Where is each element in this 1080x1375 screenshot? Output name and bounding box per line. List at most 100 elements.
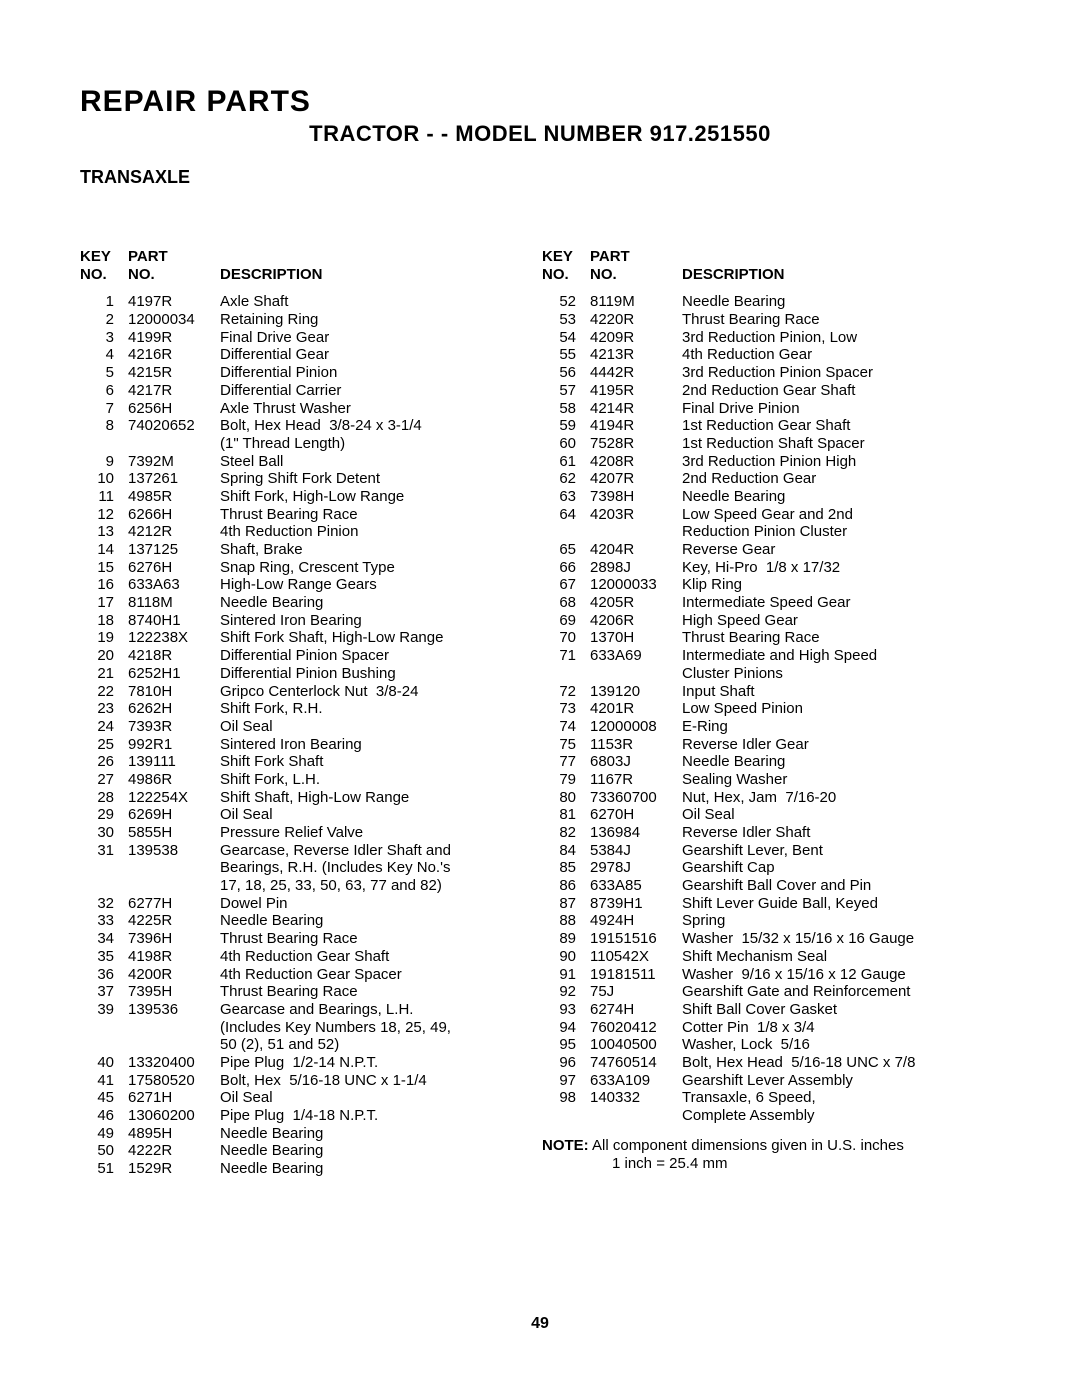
part-no: 4199R (128, 329, 220, 347)
table-row: 178118MNeedle Bearing (80, 594, 538, 612)
key-no: 37 (80, 983, 128, 1001)
description: Klip Ring (682, 576, 1000, 594)
table-row: 82136984Reverse Idler Shaft (542, 824, 1000, 842)
table-row: 534220RThrust Bearing Race (542, 311, 1000, 329)
key-no: 52 (542, 293, 590, 311)
col-header-key: KEY NO. (80, 248, 128, 283)
key-no: 28 (80, 789, 128, 807)
table-row: 114985RShift Fork, High-Low Range (80, 488, 538, 506)
table-row: 4117580520Bolt, Hex 5/16-18 UNC x 1-1/4 (80, 1072, 538, 1090)
col-header-part: PART NO. (590, 248, 682, 283)
table-row: 874020652Bolt, Hex Head 3/8-24 x 3-1/4 (… (80, 417, 538, 452)
right-rows: 528119MNeedle Bearing534220RThrust Beari… (542, 293, 1000, 1124)
part-no: 4200R (128, 966, 220, 984)
part-no: 6803J (590, 753, 682, 771)
key-no: 82 (542, 824, 590, 842)
table-row: 71633A69Intermediate and High Speed Clus… (542, 647, 1000, 682)
description: Gearshift Lever Assembly (682, 1072, 1000, 1090)
key-no: 55 (542, 346, 590, 364)
description: Bolt, Hex 5/16-18 UNC x 1-1/4 (220, 1072, 538, 1090)
table-row: 72139120Input Shaft (542, 683, 1000, 701)
part-no: 75J (590, 983, 682, 1001)
part-no: 8118M (128, 594, 220, 612)
description: Reverse Idler Gear (682, 736, 1000, 754)
key-no: 24 (80, 718, 128, 736)
hdr-part-1: PART (590, 248, 630, 265)
key-no: 13 (80, 523, 128, 541)
part-no: 4216R (128, 346, 220, 364)
key-no: 41 (80, 1072, 128, 1090)
key-no: 9 (80, 453, 128, 471)
description: Shift Fork Shaft, High-Low Range (220, 629, 538, 647)
hdr-key-1: KEY (542, 248, 573, 265)
key-no: 8 (80, 417, 128, 435)
note-block: NOTE: All component dimensions given in … (542, 1137, 1000, 1173)
table-row: 364200R4th Reduction Gear Spacer (80, 966, 538, 984)
table-row: 212000034Retaining Ring (80, 311, 538, 329)
part-no: 1167R (590, 771, 682, 789)
table-row: 9674760514Bolt, Hex Head 5/16-18 UNC x 7… (542, 1054, 1000, 1072)
part-no: 4207R (590, 470, 682, 488)
hdr-key-1: KEY (80, 248, 111, 265)
key-no: 96 (542, 1054, 590, 1072)
table-row: 126266HThrust Bearing Race (80, 506, 538, 524)
description: Thrust Bearing Race (682, 629, 1000, 647)
part-no: 5384J (590, 842, 682, 860)
part-no: 137125 (128, 541, 220, 559)
key-no: 34 (80, 930, 128, 948)
key-no: 36 (80, 966, 128, 984)
table-row: 31139538Gearcase, Reverse Idler Shaft an… (80, 842, 538, 895)
part-no: 122238X (128, 629, 220, 647)
part-no: 7396H (128, 930, 220, 948)
table-row: 64217RDifferential Carrier (80, 382, 538, 400)
key-no: 87 (542, 895, 590, 913)
key-no: 62 (542, 470, 590, 488)
part-no: 633A63 (128, 576, 220, 594)
key-no: 63 (542, 488, 590, 506)
key-no: 93 (542, 1001, 590, 1019)
description: 1st Reduction Gear Shaft (682, 417, 1000, 435)
key-no: 84 (542, 842, 590, 860)
description: Needle Bearing (220, 1125, 538, 1143)
description: 3rd Reduction Pinion Spacer (682, 364, 1000, 382)
page-subtitle: TRACTOR - - MODEL NUMBER 917.251550 (80, 121, 1000, 147)
description: Differential Carrier (220, 382, 538, 400)
key-no: 25 (80, 736, 128, 754)
key-no: 45 (80, 1089, 128, 1107)
key-no: 10 (80, 470, 128, 488)
key-no: 12 (80, 506, 128, 524)
description: Needle Bearing (220, 1142, 538, 1160)
key-no: 67 (542, 576, 590, 594)
part-no: 4442R (590, 364, 682, 382)
part-no: 10040500 (590, 1036, 682, 1054)
table-row: 90110542XShift Mechanism Seal (542, 948, 1000, 966)
part-no: 74760514 (590, 1054, 682, 1072)
description: Washer, Lock 5/16 (682, 1036, 1000, 1054)
description: Differential Pinion (220, 364, 538, 382)
table-row: 76256HAxle Thrust Washer (80, 400, 538, 418)
description: Washer 9/16 x 15/16 x 12 Gauge (682, 966, 1000, 984)
note-label: NOTE: (542, 1137, 589, 1154)
description: Nut, Hex, Jam 7/16-20 (682, 789, 1000, 807)
description: Thrust Bearing Race (220, 506, 538, 524)
description: Gearshift Gate and Reinforcement (682, 983, 1000, 1001)
table-row: 326277HDowel Pin (80, 895, 538, 913)
part-no: 4217R (128, 382, 220, 400)
table-row: 8919151516Washer 15/32 x 15/16 x 16 Gaug… (542, 930, 1000, 948)
key-no: 26 (80, 753, 128, 771)
key-no: 18 (80, 612, 128, 630)
description: Bolt, Hex Head 3/8-24 x 3-1/4 (1" Thread… (220, 417, 538, 452)
description: Intermediate and High Speed Cluster Pini… (682, 647, 1000, 682)
key-no: 20 (80, 647, 128, 665)
part-no: 8119M (590, 293, 682, 311)
part-no: 140332 (590, 1089, 682, 1107)
description: 1st Reduction Shaft Spacer (682, 435, 1000, 453)
part-no: 12000008 (590, 718, 682, 736)
key-no: 65 (542, 541, 590, 559)
part-no: 4209R (590, 329, 682, 347)
part-no: 8739H1 (590, 895, 682, 913)
table-row: 614208R3rd Reduction Pinion High (542, 453, 1000, 471)
description: Gearshift Lever, Bent (682, 842, 1000, 860)
part-no: 4204R (590, 541, 682, 559)
description: Transaxle, 6 Speed, Complete Assembly (682, 1089, 1000, 1124)
